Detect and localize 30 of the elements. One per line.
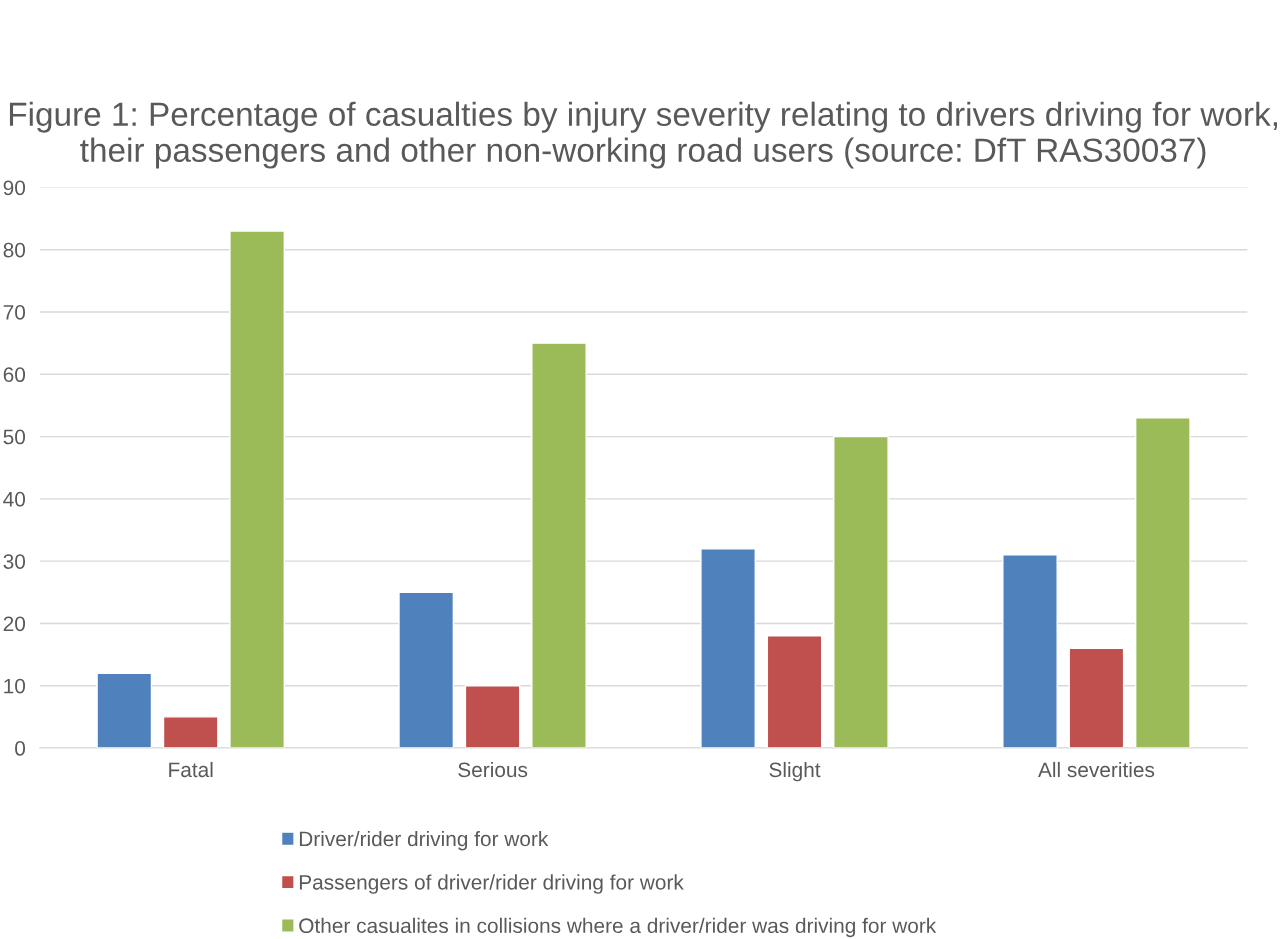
bar (229, 230, 285, 749)
y-tick-label: 70 (3, 305, 26, 320)
bar (833, 435, 889, 749)
bar (1134, 417, 1191, 749)
bar (464, 685, 521, 749)
y-tick-label: 50 (3, 429, 26, 445)
y-tick-label: 60 (3, 367, 26, 383)
bar (1002, 554, 1058, 749)
y-tick-label: 80 (3, 242, 26, 258)
y-tick-label: 40 (3, 491, 26, 507)
y-tick-label: 30 (3, 554, 26, 569)
chart-title: Figure 1: Percentage of casualties by injury severity relating to drivers driving for work, their passengers and other non-working road users (source: DfT RAS30037) (9, 101, 1277, 169)
y-tick-label: 10 (4, 678, 26, 694)
x-tick-label: Slight (769, 761, 821, 782)
x-tick-label: Serious (458, 761, 528, 778)
legend-label: Driver/rider driving for work (299, 830, 549, 851)
x-tick-label: All severities (1038, 761, 1155, 778)
bar (398, 591, 455, 749)
bar (700, 547, 756, 749)
bar (162, 716, 219, 749)
bar (96, 672, 153, 749)
bar (1068, 647, 1125, 749)
y-tick-label: 20 (3, 616, 26, 632)
bar (531, 342, 587, 749)
y-tick-label: 90 (3, 180, 26, 196)
legend-label: Other casualites in collisions where a driver/rider was driving for work (299, 917, 937, 938)
bar (766, 635, 823, 749)
x-tick-label: Fatal (169, 761, 213, 778)
legend-label: Passengers of driver/rider driving for work (299, 874, 684, 894)
y-tick-label: 0 (15, 741, 26, 756)
